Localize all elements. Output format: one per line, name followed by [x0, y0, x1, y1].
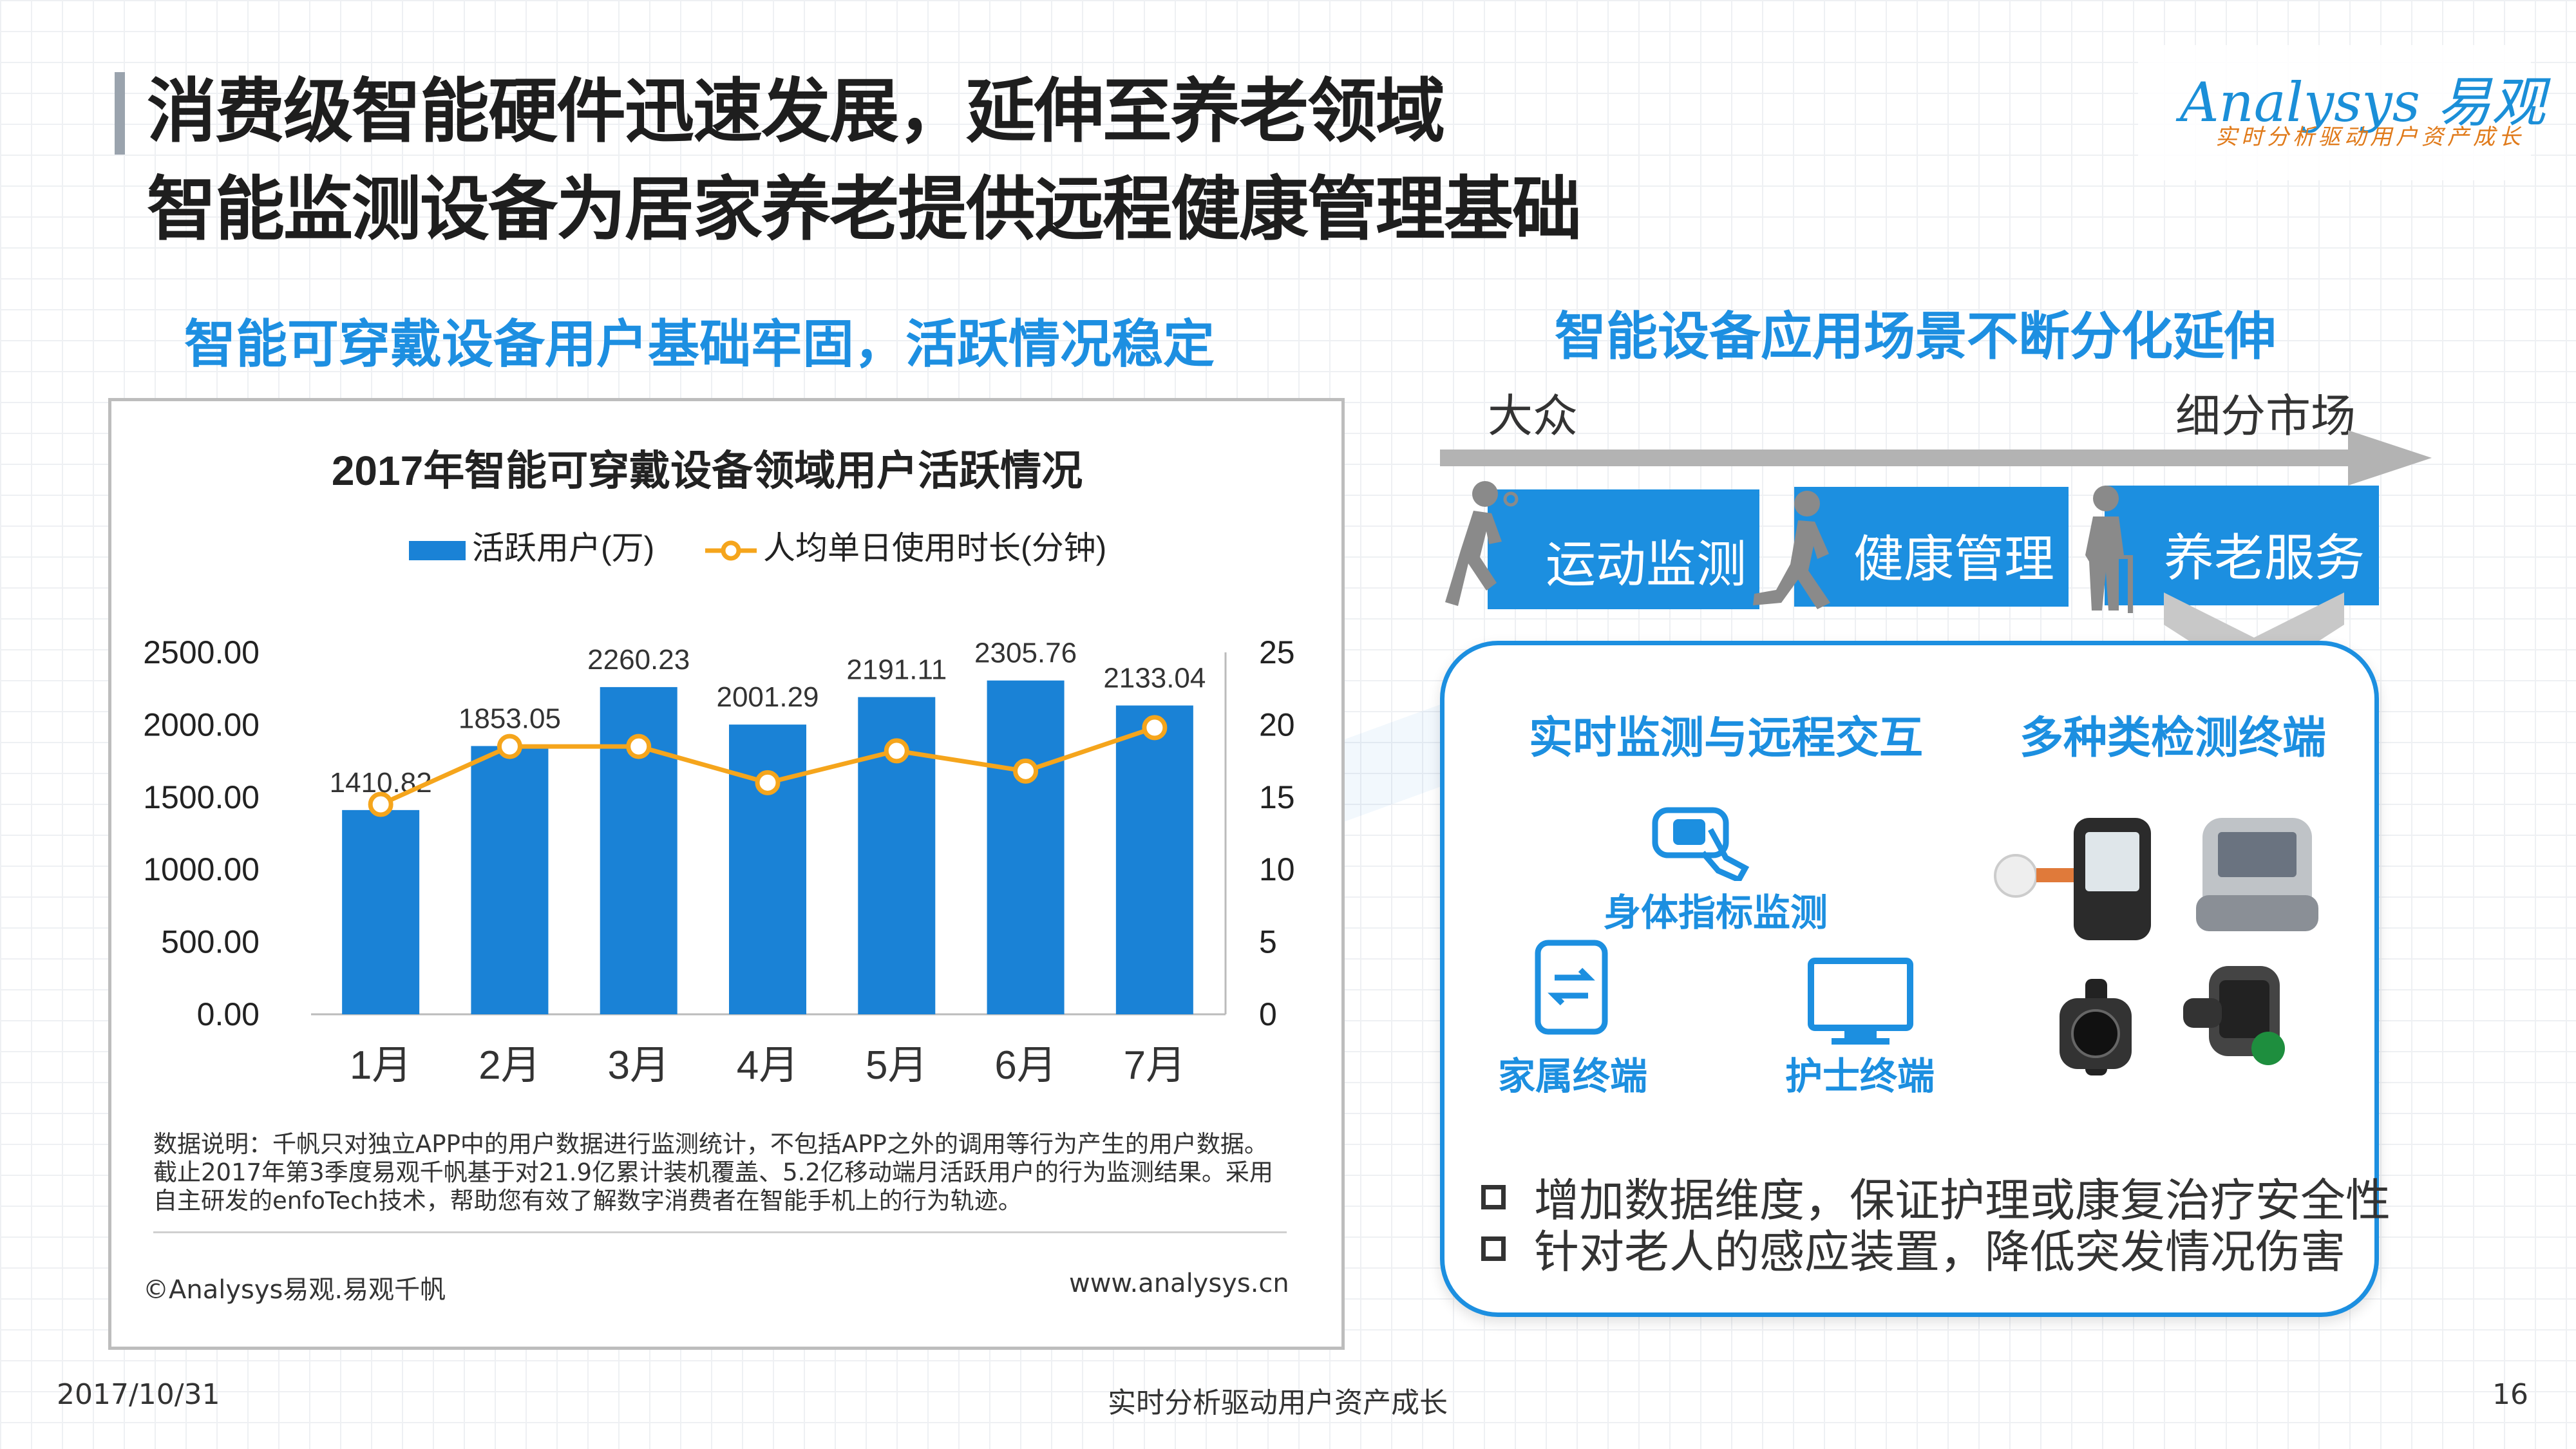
source-website[interactable]: www.analysys.cn	[1069, 1269, 1289, 1298]
left-section-title: 智能可穿戴设备用户基础牢固，活跃情况稳定	[184, 314, 1215, 374]
line-series	[368, 715, 1168, 817]
icon-label-nurse: 护士终端	[1785, 1054, 1935, 1098]
left-axis-tick-label: 2000.00	[143, 706, 260, 743]
icon-label-body-metrics: 身体指标监测	[1604, 891, 1828, 934]
left-axis-tick-label: 1500.00	[143, 779, 260, 815]
right-axis-tick-label: 10	[1259, 851, 1295, 887]
bar-2	[471, 746, 549, 1014]
title-accent-bar	[115, 72, 125, 155]
bullet-sensor-device: 针对老人的感应装置，降低突发情况伤害	[1481, 1216, 2345, 1281]
line-point-4	[755, 770, 781, 795]
tab-health-label: 健康管理	[1853, 531, 2054, 589]
logo-background	[2138, 45, 2531, 180]
bar-value-label: 2133.04	[1103, 662, 1206, 694]
icon-label-family: 家属终端	[1498, 1054, 1648, 1098]
elderly-watch-image	[2060, 979, 2132, 1075]
activity-chart: 2017年智能可穿戴设备领域用户活跃情况 活跃用户(万) 人均单日使用时长(分钟…	[143, 448, 1295, 1088]
panel-heading-remote: 实时监测与远程交互	[1529, 713, 1924, 764]
line-point-3	[626, 734, 652, 759]
x-axis-ticks: 1月 2月 3月 4月 5月 6月 7月	[350, 1043, 1186, 1088]
page-title-line2: 智能监测设备为居家养老提供远程健康管理基础	[147, 169, 1582, 250]
runner-icon	[1445, 481, 1519, 606]
health-devices-image	[1994, 818, 2318, 1075]
market-arrow-icon	[1440, 430, 2432, 486]
right-axis-tick-label: 15	[1259, 779, 1295, 815]
right-axis-tick-label: 0	[1259, 996, 1277, 1032]
left-axis-tick-label: 1000.00	[143, 851, 260, 887]
arrow-label-niche: 细分市场	[2175, 390, 2356, 442]
tab-sports-monitoring[interactable]: 运动监测	[1488, 489, 1759, 609]
right-axis-tick-label: 20	[1259, 706, 1295, 743]
note-divider	[153, 1231, 1287, 1233]
line-point-5	[884, 738, 909, 764]
line-point-6	[1013, 758, 1039, 784]
bar-7	[1115, 705, 1193, 1014]
x-tick-label: 3月	[607, 1043, 669, 1088]
bar-value-label: 2305.76	[974, 638, 1077, 669]
x-tick-label: 6月	[994, 1043, 1056, 1088]
bullet-text: 增加数据维度，保证护理或康复治疗安全性	[1534, 1174, 2391, 1227]
page-number: 16	[2492, 1378, 2528, 1411]
checkbox-icon	[1481, 1184, 1506, 1209]
chart-legend: 活跃用户(万) 人均单日使用时长(分钟)	[409, 530, 1106, 566]
right-section-title: 智能设备应用场景不断分化延伸	[1555, 307, 2276, 366]
x-tick-label: 2月	[478, 1043, 540, 1088]
chart-title: 2017年智能可穿戴设备领域用户活跃情况	[332, 448, 1083, 494]
walker-icon	[1753, 491, 1830, 609]
brand-logo: Analysys 易观	[2180, 71, 2546, 134]
tab-health-management[interactable]: 健康管理	[1794, 487, 2069, 607]
wristband-touch-icon	[1652, 807, 1750, 881]
panel-heading-terminals: 多种类检测终端	[2020, 713, 2327, 764]
x-tick-label: 1月	[350, 1043, 412, 1088]
bar-6	[987, 680, 1065, 1014]
bar-4	[729, 724, 806, 1014]
bar-value-label: 1853.05	[459, 703, 561, 734]
left-axis-tick-label: 2500.00	[143, 634, 260, 670]
legend-line-marker	[721, 540, 741, 561]
checkbox-icon	[1481, 1236, 1506, 1261]
x-tick-label: 4月	[737, 1043, 799, 1088]
blood-pressure-monitor-image	[2196, 818, 2318, 931]
tab-elderly-care[interactable]: 养老服务	[2105, 486, 2379, 605]
bar-value-label: 2191.11	[846, 654, 947, 685]
chevron-down-icon	[2164, 592, 2344, 683]
tab-elderly-label: 养老服务	[2163, 529, 2365, 587]
bar-value-label: 2260.23	[587, 644, 690, 676]
line-point-7	[1142, 715, 1168, 741]
x-tick-label: 7月	[1124, 1043, 1186, 1088]
brand-tagline: 实时分析驱动用户资产成长	[2215, 124, 2524, 150]
smartwatch-sync-icon	[1535, 940, 1608, 1035]
legend-bar-swatch	[409, 541, 466, 560]
data-note-line: 自主研发的enfoTech技术，帮助您有效了解数字消费者在智能手机上的行为轨迹。	[153, 1187, 1022, 1215]
right-axis-tick-label: 5	[1259, 924, 1277, 960]
data-note: 数据说明：千帆只对独立APP中的用户数据进行监测统计，不包括APP之外的调用等行…	[153, 1130, 1287, 1215]
left-axis-ticks: 0.00 500.00 1000.00 1500.00 2000.00 2500.00	[143, 634, 260, 1032]
arrow-label-mass: 大众	[1488, 390, 1578, 442]
data-note-line: 数据说明：千帆只对独立APP中的用户数据进行监测统计，不包括APP之外的调用等行…	[153, 1130, 1268, 1158]
data-note-line: 截止2017年第3季度易观千帆基于对21.9亿累计装机覆盖、5.2亿移动端月活跃…	[153, 1159, 1273, 1186]
bullet-text: 针对老人的感应装置，降低突发情况伤害	[1534, 1226, 2345, 1278]
bar-value-label: 2001.29	[716, 681, 819, 713]
right-axis-tick-label: 25	[1259, 634, 1295, 670]
x-tick-label: 5月	[866, 1043, 927, 1088]
tab-sports-label: 运动监测	[1545, 536, 1747, 594]
monitor-icon	[1808, 958, 1913, 1045]
line-point-2	[497, 734, 522, 759]
bullet-data-dimension: 增加数据维度，保证护理或康复治疗安全性	[1481, 1164, 2391, 1229]
heart-rate-watch-image	[2183, 966, 2285, 1065]
bar-data-labels: 1410.821853.052260.232001.292191.112305.…	[330, 638, 1206, 799]
page-title-line1: 消费级智能硬件迅速发展，延伸至养老领域	[147, 71, 1445, 152]
legend-line-label: 人均单日使用时长(分钟)	[763, 530, 1106, 566]
left-axis-tick-label: 0.00	[197, 996, 260, 1032]
legend-bar-label: 活跃用户(万)	[472, 530, 654, 566]
elderly-figure-icon	[2085, 486, 2133, 613]
bar-1	[342, 810, 420, 1014]
footer-slogan: 实时分析驱动用户资产成长	[1108, 1387, 1448, 1419]
source-credit: ©Analysys易观.易观千帆	[143, 1275, 446, 1305]
left-axis-tick-label: 500.00	[161, 924, 260, 960]
footer-date: 2017/10/31	[57, 1378, 220, 1411]
right-axis-ticks: 0 5 10 15 20 25	[1259, 634, 1295, 1032]
line-point-1	[368, 791, 393, 817]
glucose-meter-image	[1994, 818, 2151, 940]
